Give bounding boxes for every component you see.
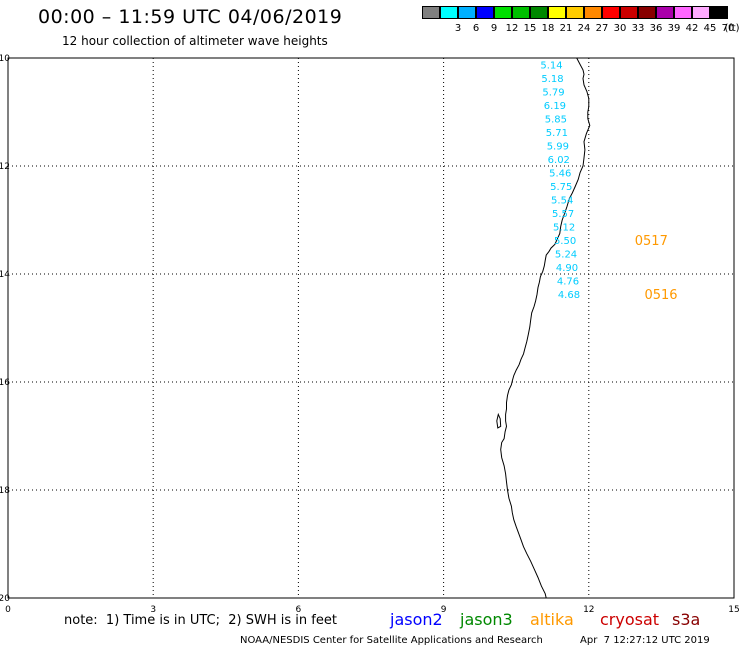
wave-height-label: 4.68 [558, 290, 580, 301]
legend-swatch [548, 6, 566, 19]
coastal-island [496, 412, 502, 429]
wave-height-label: 5.57 [552, 209, 574, 220]
y-tick-label: -12 [0, 162, 10, 172]
wave-height-label: 5.46 [549, 168, 571, 179]
x-tick-label: 12 [583, 605, 594, 615]
legend-label: 12 [505, 23, 519, 34]
y-tick-label: -20 [0, 594, 10, 604]
coastline [496, 57, 591, 599]
wave-height-label: 5.12 [553, 222, 575, 233]
map-grid [7, 57, 735, 599]
credits: NOAA/NESDIS Center for Satellite Applica… [240, 635, 543, 646]
legend-swatch [602, 6, 620, 19]
legend-swatch [458, 6, 476, 19]
legend-swatch [566, 6, 584, 19]
legend-label: 33 [631, 23, 645, 34]
legend-swatch [494, 6, 512, 19]
x-tick-label: 3 [150, 605, 156, 615]
legend-swatch [476, 6, 494, 19]
pass-time-label: 0516 [644, 288, 677, 303]
y-tick-label: -16 [0, 378, 10, 388]
legend-swatch [656, 6, 674, 19]
wave-height-label: 5.18 [541, 74, 563, 85]
legend-swatch [620, 6, 638, 19]
satellite-altika: altika [530, 610, 574, 629]
legend-label: 27 [595, 23, 609, 34]
legend-swatch [512, 6, 530, 19]
legend-swatch [584, 6, 602, 19]
legend-label: 30 [613, 23, 627, 34]
wave-height-label: 5.50 [554, 236, 576, 247]
legend-swatch [710, 6, 728, 19]
y-tick-label: -18 [0, 486, 10, 496]
legend-label: 24 [577, 23, 591, 34]
page-subtitle: 12 hour collection of altimeter wave hei… [62, 34, 328, 48]
legend-label: 39 [667, 23, 681, 34]
satellite-jason2: jason2 [390, 610, 443, 629]
legend-label: 9 [490, 23, 498, 34]
wave-height-label: 5.54 [551, 195, 573, 206]
wave-height-label: 5.85 [545, 114, 567, 125]
legend-swatch [530, 6, 548, 19]
legend-label: 18 [541, 23, 555, 34]
y-tick-label: -10 [0, 54, 10, 64]
legend-swatch [674, 6, 692, 19]
wave-height-label: 5.14 [540, 60, 562, 71]
legend-label: 15 [523, 23, 537, 34]
legend-swatch [422, 6, 440, 19]
x-tick-label: 6 [296, 605, 302, 615]
footer-note: note: 1) Time is in UTC; 2) SWH is in fe… [64, 613, 337, 628]
satellite-cryosat: cryosat [600, 610, 660, 629]
wave-height-label: 5.75 [550, 182, 572, 193]
wave-height-label: 5.24 [555, 249, 577, 260]
legend-unit: (ft) [724, 23, 740, 34]
legend-label: 42 [685, 23, 699, 34]
satellite-s3a: s3a [672, 610, 701, 629]
map-frame [7, 57, 735, 599]
legend-label: 36 [649, 23, 663, 34]
legend-label: 21 [559, 23, 573, 34]
update-timestamp: Apr 7 12:27:12 UTC 2019 [580, 635, 710, 646]
wave-height-label: 4.76 [557, 276, 579, 287]
coastline-path [500, 57, 591, 599]
pass-time-label: 0517 [635, 234, 668, 249]
legend-label: 3 [454, 23, 462, 34]
legend-label: 70 [721, 23, 735, 34]
legend-swatch [692, 6, 710, 19]
legend-swatch [638, 6, 656, 19]
page-title: 00:00 – 11:59 UTC 04/06/2019 [38, 6, 343, 28]
x-tick-label: 0 [5, 605, 11, 615]
y-tick-label: -14 [0, 270, 10, 280]
observation-labels: 5.14 5.18 5.79 6.19 5.85 5.71 5.99 6.02 5.46 5.75… [540, 60, 677, 303]
wave-height-label: 5.99 [547, 141, 569, 152]
wave-height-label: 4.90 [556, 263, 578, 274]
wave-height-label: 5.79 [542, 87, 564, 98]
legend-label: 45 [703, 23, 717, 34]
x-tick-label: 9 [441, 605, 447, 615]
satellite-jason3: jason3 [460, 610, 513, 629]
legend-swatch [440, 6, 458, 19]
x-tick-label: 15 [728, 605, 739, 615]
wave-height-label: 6.02 [548, 155, 570, 166]
wave-height-label: 6.19 [544, 101, 566, 112]
axis-ticks: 0 3 6 9 12 15 -10 -12 -14 -16 -18 -20 [0, 54, 740, 615]
legend-label: 6 [472, 23, 480, 34]
wave-height-label: 5.71 [546, 128, 568, 139]
